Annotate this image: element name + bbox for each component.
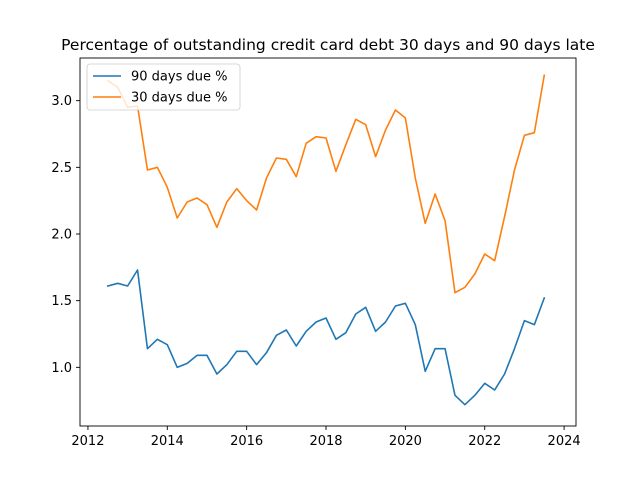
x-tick-label: 2020 [389, 434, 422, 449]
x-tick-label: 2018 [309, 434, 342, 449]
x-tick-label: 2014 [151, 434, 184, 449]
x-axis: 2012 2014 2016 2018 2020 2022 2024 [71, 426, 581, 449]
legend-label-thirty-days-due: 30 days due % [131, 91, 227, 106]
chart-title: Percentage of outstanding credit card de… [61, 36, 595, 54]
x-tick-label: 2012 [71, 434, 104, 449]
x-tick-label: 2024 [548, 434, 581, 449]
series-layer [106, 74, 546, 406]
y-tick-label: 1.5 [51, 294, 72, 309]
y-tick-label: 1.0 [51, 361, 72, 376]
legend-box [86, 63, 241, 111]
x-tick-label: 2022 [468, 434, 501, 449]
legend: 90 days due % 30 days due % [86, 63, 241, 111]
y-tick-label: 2.0 [51, 228, 72, 243]
plot-area: 2012 2014 2016 2018 2020 2022 2024 1.0 1.5 2.0 2.… [51, 57, 581, 449]
legend-label-ninety-days-due: 90 days due % [131, 70, 227, 85]
series-line-thirty-days-due [106, 74, 546, 294]
legend-items: 90 days due % 30 days due % [93, 70, 227, 106]
y-tick-label: 3.0 [51, 94, 72, 109]
y-axis: 1.0 1.5 2.0 2.5 3.0 [51, 94, 80, 376]
plot-frame [80, 58, 576, 426]
series-line-ninety-days-due [106, 269, 546, 406]
x-tick-label: 2016 [230, 434, 263, 449]
axes-spines [79, 57, 577, 427]
y-tick-label: 2.5 [51, 161, 72, 176]
